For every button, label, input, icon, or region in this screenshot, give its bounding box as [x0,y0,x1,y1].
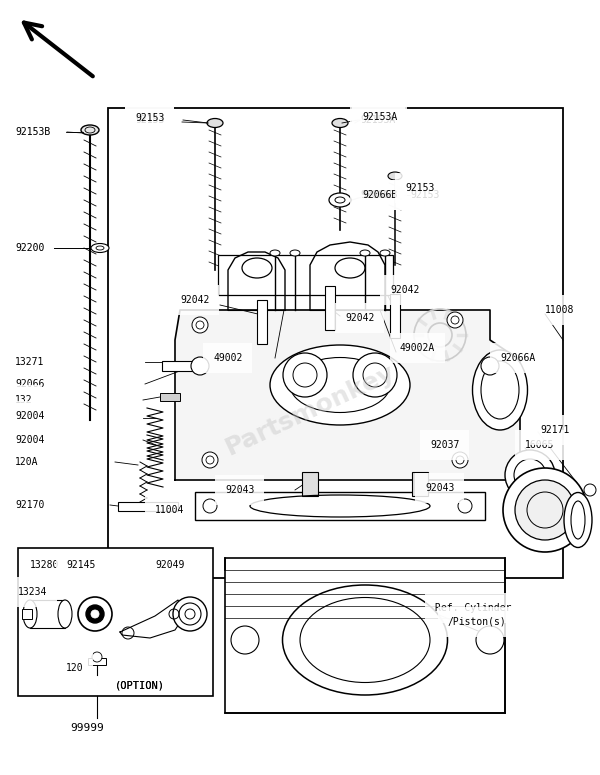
Bar [218,255,393,295]
Circle shape [452,452,468,468]
Text: 92066: 92066 [15,379,44,389]
Circle shape [192,317,208,333]
Text: 92153B: 92153B [15,127,50,137]
Text: 92042: 92042 [390,285,419,295]
Text: 92004: 92004 [15,435,44,445]
Text: 49002: 49002 [213,353,242,363]
Ellipse shape [207,119,223,128]
Text: 92171: 92171 [540,425,569,435]
Text: 92043: 92043 [225,485,254,495]
Ellipse shape [332,119,348,128]
Text: 92043: 92043 [425,483,454,493]
Text: 92170: 92170 [15,500,44,510]
Text: 92153A: 92153A [362,112,397,122]
Ellipse shape [283,585,448,695]
Bar [118,502,178,511]
Circle shape [191,357,209,375]
Text: 92066B: 92066B [362,190,397,200]
Text: 92145: 92145 [66,560,95,570]
Circle shape [173,597,207,631]
Text: 92153A: 92153A [360,115,395,125]
Circle shape [91,610,99,618]
Text: 92153: 92153 [405,183,434,193]
Text: 11004: 11004 [155,505,184,515]
Ellipse shape [329,193,351,207]
Circle shape [353,353,397,397]
Text: 92042: 92042 [345,313,374,323]
Ellipse shape [290,250,300,256]
Text: 13280: 13280 [30,560,59,570]
Text: (OPTION): (OPTION) [115,680,165,690]
Circle shape [78,597,112,631]
Circle shape [283,353,327,397]
Ellipse shape [388,172,402,180]
Text: 92153: 92153 [135,115,164,125]
Text: 92153B: 92153B [15,127,50,137]
Ellipse shape [473,350,527,430]
Bar [18,548,213,696]
Bar [88,658,106,665]
Circle shape [185,609,195,619]
Text: 92200: 92200 [15,243,44,253]
Text: 11008: 11008 [545,305,574,315]
Text: 120: 120 [66,663,83,673]
Circle shape [515,480,575,540]
Polygon shape [120,600,185,638]
Bar [257,300,267,344]
Ellipse shape [81,125,99,135]
Ellipse shape [23,600,37,628]
Ellipse shape [270,345,410,425]
Circle shape [503,468,587,552]
Text: 92153: 92153 [410,190,439,200]
Circle shape [476,626,504,654]
Bar [195,492,485,520]
Text: 92004: 92004 [15,411,44,421]
Bar [302,472,318,496]
Text: Partsmonkey: Partsmonkey [221,360,398,460]
Ellipse shape [360,250,370,256]
Text: 49002A: 49002A [400,343,435,353]
Bar [162,361,194,371]
Ellipse shape [380,250,390,256]
Text: 99999: 99999 [70,723,104,733]
Text: 92200: 92200 [15,243,44,253]
Text: 92066B: 92066B [360,190,395,200]
Text: /Piston(s): /Piston(s) [448,617,507,627]
Bar [30,600,65,628]
Bar [108,108,563,578]
Bar [160,393,180,401]
Circle shape [231,626,259,654]
Text: 132: 132 [15,395,32,405]
Circle shape [202,452,218,468]
Circle shape [447,312,463,328]
Text: (OPTION): (OPTION) [115,680,165,690]
Text: 92066A: 92066A [500,353,535,363]
Circle shape [203,499,217,513]
Text: 92037: 92037 [430,440,460,450]
Circle shape [458,499,472,513]
Text: Ref. Cylinder: Ref. Cylinder [435,603,511,613]
Ellipse shape [58,600,72,628]
Bar [22,609,32,619]
Text: 13234: 13234 [18,587,47,597]
Bar [412,472,428,496]
Text: 13271: 13271 [15,357,44,367]
Bar [225,558,505,713]
Ellipse shape [270,250,280,256]
Text: 16065: 16065 [525,440,554,450]
Text: 120A: 120A [15,457,38,467]
Text: 92049: 92049 [155,560,184,570]
Polygon shape [175,310,520,480]
Circle shape [584,484,596,496]
Ellipse shape [564,492,592,547]
Text: 92042: 92042 [180,295,209,305]
Bar [390,294,400,338]
Bar [325,286,335,330]
Circle shape [505,450,555,500]
Ellipse shape [91,243,109,253]
Circle shape [86,605,104,623]
Circle shape [481,357,499,375]
Circle shape [92,652,102,662]
Text: 92153: 92153 [135,113,164,123]
